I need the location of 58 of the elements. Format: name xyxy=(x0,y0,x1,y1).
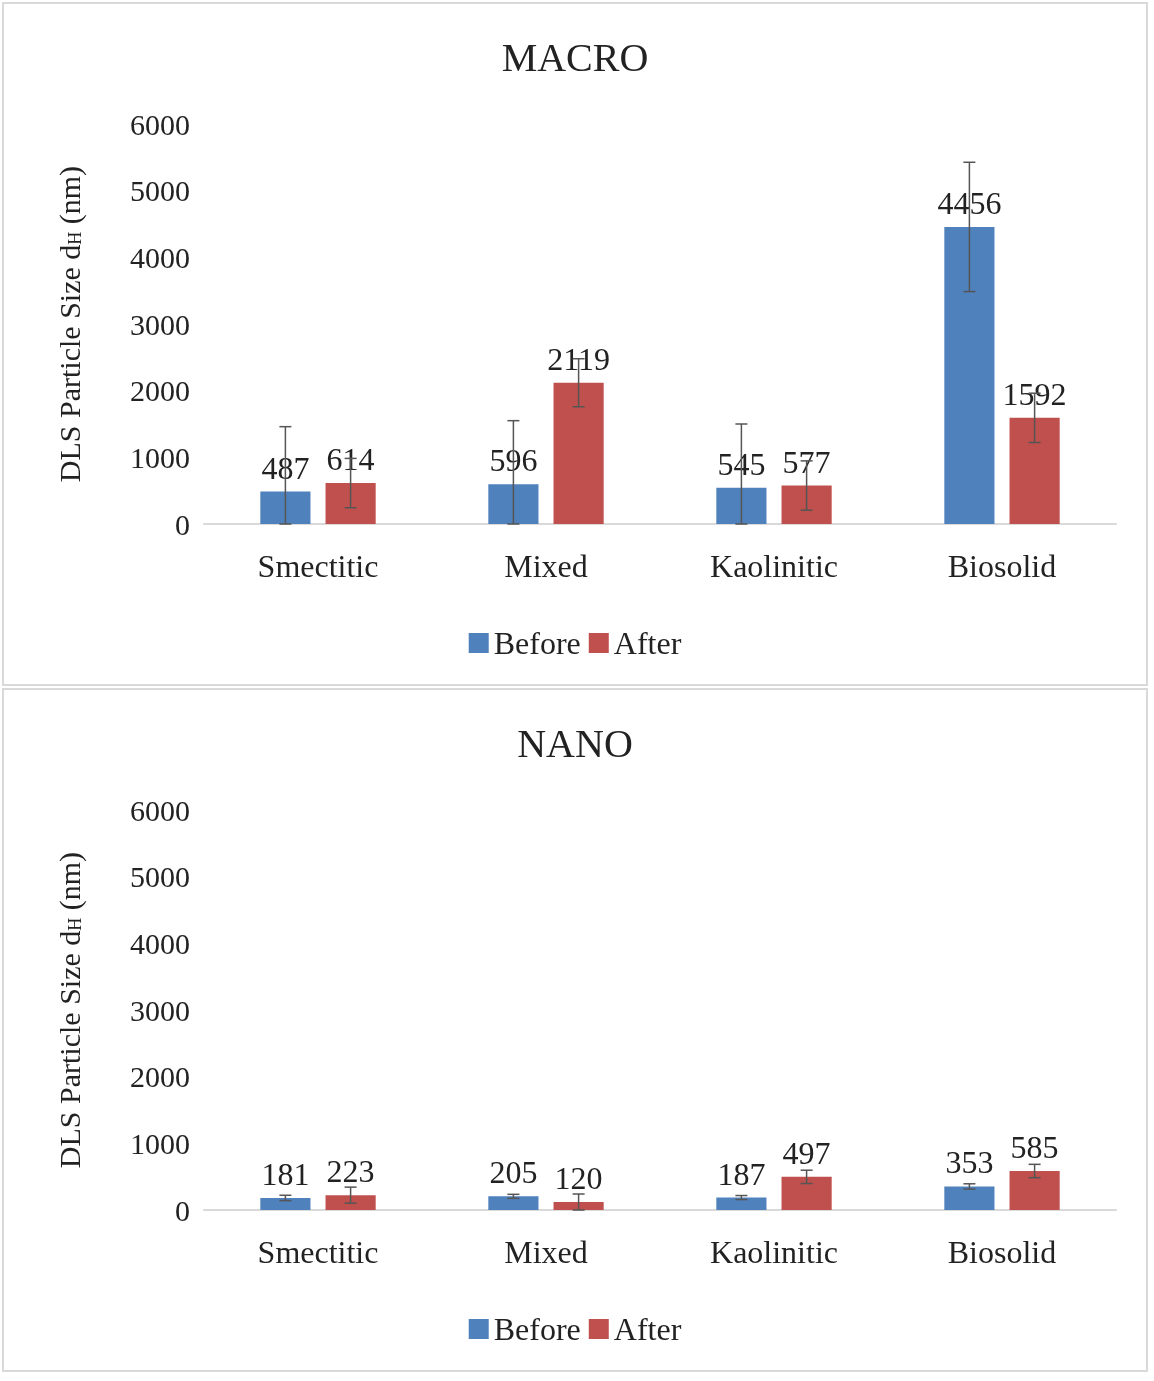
bar xyxy=(553,382,604,524)
bar xyxy=(488,484,539,524)
y-tick-label: 5000 xyxy=(130,174,190,208)
y-tick-label: 4000 xyxy=(130,240,190,274)
bar xyxy=(944,226,995,524)
y-axis-title: DLS Particle Size dH (nm) xyxy=(52,165,87,483)
bar xyxy=(716,1197,767,1210)
data-label: 181 xyxy=(261,1155,310,1192)
bar xyxy=(781,485,832,524)
y-tick-label: 1000 xyxy=(130,440,190,474)
x-tick-label: Mixed xyxy=(504,1234,588,1270)
bar xyxy=(488,1196,539,1210)
bar xyxy=(325,1195,376,1210)
y-tick-label: 6000 xyxy=(130,793,190,827)
data-label: 223 xyxy=(326,1153,375,1190)
bar xyxy=(781,1176,832,1210)
bar xyxy=(1009,1171,1060,1210)
bar xyxy=(260,491,311,524)
data-label: 353 xyxy=(945,1144,994,1181)
bar xyxy=(1009,417,1060,524)
data-label: 120 xyxy=(554,1160,603,1196)
bar xyxy=(716,487,767,524)
y-tick-label: 6000 xyxy=(130,107,190,141)
y-tick-label: 3000 xyxy=(130,307,190,341)
x-tick-label: Biosolid xyxy=(947,548,1057,584)
data-label: 187 xyxy=(717,1155,766,1192)
bar xyxy=(260,1197,311,1210)
x-tick-label: Kaolinitic xyxy=(710,1234,838,1270)
chart-title: NANO xyxy=(517,720,633,766)
y-tick-label: 1000 xyxy=(130,1126,190,1160)
data-label: 497 xyxy=(782,1134,831,1171)
y-tick-label: 4000 xyxy=(130,926,190,960)
y-tick-label: 0 xyxy=(175,1193,190,1227)
legend-label: After xyxy=(613,625,682,661)
bar xyxy=(325,483,376,524)
y-axis-title: DLS Particle Size dH (nm) xyxy=(52,851,87,1169)
y-tick-label: 0 xyxy=(175,507,190,541)
x-tick-label: Kaolinitic xyxy=(710,548,838,584)
data-label: 585 xyxy=(1010,1129,1059,1165)
chart-title: MACRO xyxy=(501,34,649,80)
bar xyxy=(944,1186,995,1210)
y-tick-label: 3000 xyxy=(130,993,190,1027)
y-tick-label: 2000 xyxy=(130,374,190,408)
x-tick-label: Mixed xyxy=(504,548,588,584)
y-tick-label: 2000 xyxy=(130,1060,190,1094)
x-tick-label: Smectitic xyxy=(257,1234,379,1270)
data-label: 1592 xyxy=(1002,375,1067,412)
legend-label: Before xyxy=(493,625,581,661)
legend-label: After xyxy=(613,1311,682,1347)
data-label: 614 xyxy=(326,441,375,478)
data-label: 2119 xyxy=(547,340,611,377)
bar xyxy=(553,1202,604,1210)
data-label: 577 xyxy=(782,443,831,480)
y-tick-label: 5000 xyxy=(130,860,190,894)
data-label: 205 xyxy=(489,1154,538,1191)
legend-label: Before xyxy=(493,1311,581,1347)
x-tick-label: Biosolid xyxy=(947,1234,1057,1270)
x-tick-label: Smectitic xyxy=(257,548,379,584)
